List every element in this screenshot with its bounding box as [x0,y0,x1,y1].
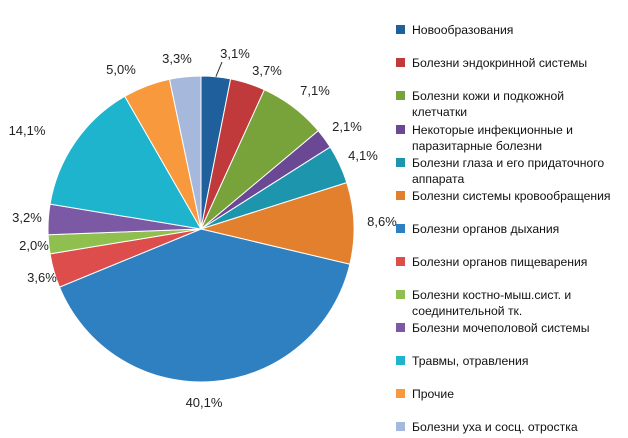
legend-swatch [396,422,405,431]
legend-label: Болезни кожи и подкожной клетчатки [412,89,565,119]
slice-label: 14,1% [9,123,46,138]
legend-item: Некоторые инфекционные и паразитарные бо… [396,122,622,154]
legend-item: Новообразования [396,22,622,38]
legend-swatch [396,58,405,67]
legend-item: Болезни костно-мыш.сист. и соединительно… [396,287,622,319]
legend-swatch [396,224,405,233]
legend-item: Болезни мочеполовой системы [396,320,622,336]
legend-label: Болезни органов пищеварения [412,255,588,269]
slice-label: 8,6% [367,214,397,229]
pie-slices [47,75,355,383]
slice-label: 3,3% [162,51,192,66]
legend-label: Новообразования [412,23,514,37]
legend-item: Прочие [396,386,622,402]
pie-slice [58,228,351,383]
legend-item: Болезни глаза и его придаточного аппарат… [396,155,622,187]
legend-label: Болезни системы кровообращения [412,189,611,203]
legend-swatch [396,125,405,134]
label-leader-line [215,61,223,77]
slice-label: 7,1% [300,83,330,98]
slice-label: 5,0% [106,62,136,77]
legend-label: Болезни органов дыхания [412,222,560,236]
slice-label: 3,6% [27,270,57,285]
legend-swatch [396,290,405,299]
legend-label: Болезни глаза и его придаточного аппарат… [412,156,605,186]
pie-labels: 3,1%3,7% 7,1% 2,1% 4,1% 8,6% 40,1% 3,6% 2,0% 3,2… [9,46,398,410]
chart-legend: Новообразования Болезни эндокринной систе… [396,22,624,434]
legend-swatch [396,389,405,398]
legend-label: Некоторые инфекционные и паразитарные бо… [412,123,573,153]
legend-item: Болезни органов дыхания [396,221,622,237]
legend-item: Болезни уха и сосц. отростка [396,419,622,435]
legend-label: Болезни костно-мыш.сист. и соединительно… [412,288,572,318]
legend-swatch [396,323,405,332]
slice-label: 3,2% [12,210,42,225]
pie-slice [168,75,202,230]
legend-swatch [396,91,405,100]
legend-item: Болезни эндокринной системы [396,55,622,71]
legend-item: Болезни органов пищеварения [396,254,622,270]
legend-item: Болезни кожи и подкожной клетчатки [396,88,622,120]
slice-label: 3,7% [252,63,282,78]
pie-slice [49,95,202,230]
legend-label: Болезни уха и сосц. отростка [412,420,578,434]
legend-label: Болезни эндокринной системы [412,56,588,70]
slice-label: 4,1% [348,148,378,163]
slice-label: 40,1% [186,395,223,410]
pie-slice [199,182,355,265]
legend-swatch [396,257,405,266]
legend-label: Прочие [412,387,454,401]
legend-item: Болезни системы кровообращения [396,188,622,204]
slice-label: 2,0% [19,238,49,253]
legend-label: Травмы, отравления [412,354,529,368]
legend-swatch [396,191,405,200]
legend-swatch [396,158,405,167]
legend-item: Травмы, отравления [396,353,622,369]
slice-label: 3,1% [220,46,250,61]
slice-label: 2,1% [332,119,362,134]
legend-label: Болезни мочеполовой системы [412,321,590,335]
legend-swatch [396,356,405,365]
legend-swatch [396,25,405,34]
